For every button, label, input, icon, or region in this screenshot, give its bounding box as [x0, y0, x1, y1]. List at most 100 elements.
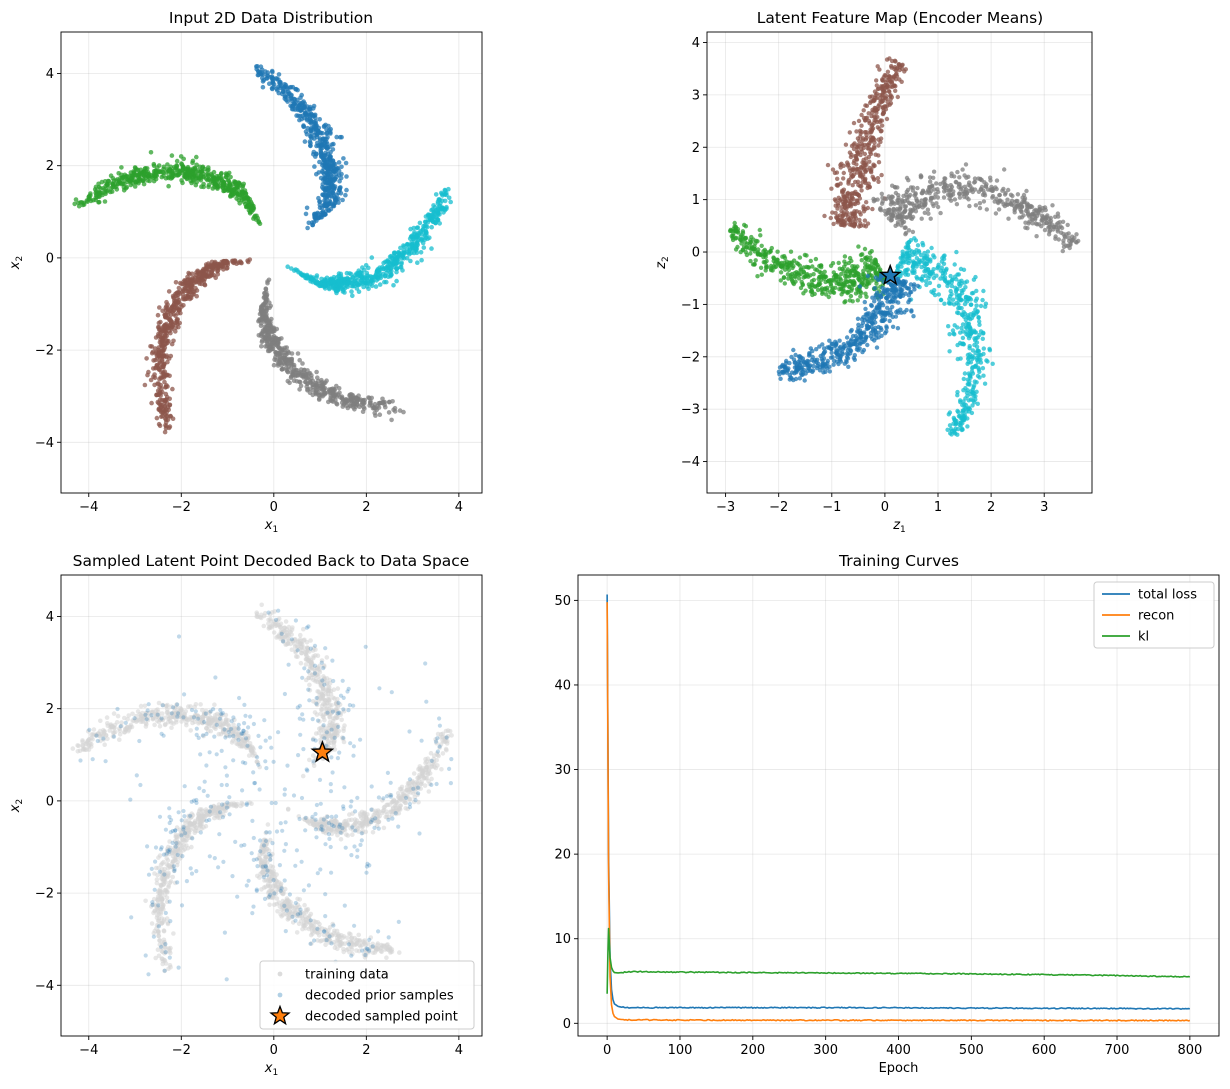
- data-point-arm-gray: [397, 408, 403, 413]
- latent-point-latent-gray: [997, 193, 1002, 198]
- data-point-arm-brown: [144, 356, 149, 361]
- data-point-arm-gray: [269, 341, 275, 346]
- latent-point-latent-blue: [874, 306, 879, 311]
- latent-point-latent-cyan: [965, 416, 970, 421]
- data-point-arm-green: [224, 183, 230, 188]
- data-point-arm-cyan: [285, 264, 291, 270]
- data-point-arm-cyan: [336, 283, 342, 288]
- latent-point-latent-brown: [870, 122, 875, 128]
- data-point-arm-brown: [188, 295, 194, 301]
- latent-point-latent-brown: [854, 162, 859, 167]
- latent-point-latent-green: [864, 294, 869, 299]
- latent-point-latent-blue: [780, 370, 786, 376]
- latent-point-latent-cyan: [919, 258, 924, 263]
- data-point-arm-blue: [323, 212, 328, 217]
- data-point-arm-gray: [315, 390, 321, 395]
- latent-point-latent-cyan: [962, 405, 967, 410]
- latent-point-latent-blue: [865, 273, 870, 279]
- latent-point-latent-cyan: [977, 375, 982, 380]
- data-point-arm-gray: [348, 403, 354, 409]
- latent-point-latent-gray: [1029, 204, 1035, 210]
- latent-point-latent-green: [813, 256, 819, 262]
- data-point-arm-brown: [155, 352, 161, 357]
- latent-point-latent-cyan: [965, 424, 970, 429]
- latent-point-latent-brown: [838, 217, 844, 222]
- latent-point-latent-cyan: [967, 406, 973, 412]
- data-point-arm-cyan: [339, 276, 345, 282]
- latent-point-latent-green: [857, 275, 862, 280]
- latent-point-latent-cyan: [905, 272, 911, 277]
- latent-point-latent-gray: [1062, 234, 1067, 239]
- latent-point-latent-cyan: [954, 249, 959, 255]
- data-point-arm-cyan: [395, 260, 400, 265]
- data-point-arm-gray: [315, 375, 320, 381]
- data-point-arm-brown: [161, 353, 166, 359]
- data-point-arm-brown: [181, 295, 186, 300]
- data-point-arm-blue: [312, 211, 318, 217]
- data-point-arm-gray: [386, 410, 392, 415]
- data-point-arm-blue: [318, 175, 324, 181]
- latent-point-latent-brown: [863, 116, 868, 121]
- data-point-arm-green: [119, 181, 124, 187]
- latent-point-latent-green: [733, 225, 739, 230]
- data-point-arm-green: [209, 173, 215, 178]
- data-point-arm-green: [105, 182, 110, 188]
- data-point-arm-cyan: [302, 273, 308, 279]
- data-point-arm-cyan: [318, 281, 323, 287]
- latent-point-latent-cyan: [958, 297, 963, 302]
- data-point-arm-brown: [160, 407, 166, 412]
- data-point-arm-blue: [317, 117, 323, 122]
- data-point-arm-gray: [263, 286, 269, 292]
- y-tick-label: 4: [46, 67, 54, 82]
- data-point-arm-brown: [196, 277, 201, 283]
- data-point-arm-blue: [296, 103, 301, 109]
- latent-point-latent-cyan: [976, 315, 981, 320]
- data-point-arm-blue: [334, 166, 340, 171]
- data-point-arm-blue: [323, 122, 328, 128]
- latent-point-latent-green: [767, 250, 772, 255]
- latent-point-latent-green: [804, 253, 809, 258]
- latent-point-latent-green: [867, 250, 873, 255]
- data-point-arm-blue: [260, 79, 266, 84]
- data-point-arm-gray: [383, 404, 388, 410]
- latent-point-latent-blue: [778, 376, 783, 381]
- latent-point-latent-gray: [1056, 237, 1062, 242]
- data-point-arm-cyan: [322, 286, 328, 291]
- latent-point-latent-brown: [855, 179, 861, 184]
- data-point-arm-blue: [315, 128, 321, 134]
- data-point-arm-green: [189, 169, 195, 174]
- data-point-arm-gray: [288, 375, 294, 381]
- data-point-arm-brown: [197, 281, 202, 286]
- data-point-arm-cyan: [342, 281, 348, 286]
- latent-point-latent-brown: [876, 86, 881, 91]
- latent-point-latent-brown: [869, 113, 874, 119]
- latent-point-latent-brown: [885, 69, 891, 75]
- latent-point-latent-brown: [836, 203, 841, 208]
- latent-point-latent-gray: [903, 204, 909, 209]
- latent-points: [727, 56, 1081, 437]
- data-point-arm-blue: [260, 84, 266, 90]
- data-point-arm-blue: [305, 225, 310, 231]
- data-point-arm-blue: [317, 138, 323, 143]
- data-point-arm-blue: [297, 117, 302, 123]
- latent-point-latent-gray: [908, 192, 913, 198]
- latent-point-latent-green: [850, 299, 855, 304]
- data-point-arm-gray: [386, 399, 392, 405]
- data-point-arm-cyan: [356, 289, 362, 295]
- latent-point-latent-green: [836, 260, 841, 266]
- data-point-arm-brown: [218, 263, 223, 269]
- data-point-arm-brown: [160, 308, 165, 314]
- data-point-arm-gray: [314, 369, 319, 375]
- latent-point-latent-cyan: [980, 366, 986, 371]
- data-point-arm-brown: [162, 400, 167, 405]
- latent-point-latent-cyan: [973, 298, 978, 303]
- data-point-arm-gray: [262, 334, 268, 340]
- latent-point-latent-green: [749, 245, 755, 251]
- latent-point-latent-cyan: [970, 356, 975, 361]
- data-point-arm-blue: [303, 129, 309, 134]
- latent-point-latent-green: [743, 236, 748, 241]
- latent-point-latent-green: [861, 275, 866, 280]
- data-point-arm-cyan: [382, 279, 387, 285]
- latent-point-latent-green: [733, 229, 739, 234]
- latent-point-latent-green: [848, 293, 854, 299]
